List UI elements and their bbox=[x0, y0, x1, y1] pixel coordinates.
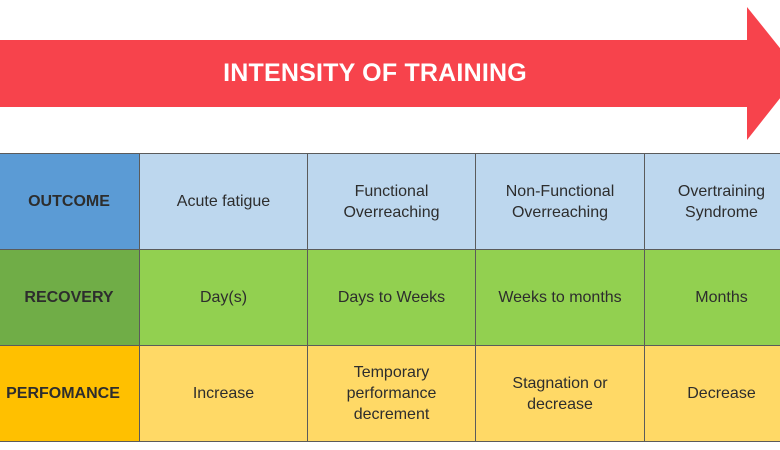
table-row-recovery: RECOVERY Day(s) Days to Weeks Weeks to m… bbox=[0, 249, 780, 346]
cell-text: Temporary performance decrement bbox=[346, 364, 437, 423]
cell-text: Overtraining Syndrome bbox=[677, 182, 766, 221]
intensity-arrow-icon bbox=[0, 7, 780, 140]
table-row-performance: PERFOMANCE Increase Temporary performanc… bbox=[0, 345, 780, 442]
cell-text: Functional Overreaching bbox=[343, 182, 440, 221]
cell-outcome-3: Non-Functional Overreaching bbox=[475, 153, 645, 250]
cell-performance-1: Increase bbox=[139, 345, 308, 442]
arrow-label: INTENSITY OF TRAINING bbox=[223, 59, 527, 87]
cell-text: Stagnation or decrease bbox=[512, 374, 608, 413]
cell-text: Non-Functional Overreaching bbox=[505, 182, 615, 221]
cell-recovery-3: Weeks to months bbox=[475, 249, 645, 346]
cell-recovery-4: Months bbox=[644, 249, 780, 346]
training-table: OUTCOME Acute fatigue Functional Overrea… bbox=[0, 153, 780, 442]
cell-performance-4: Decrease bbox=[644, 345, 780, 442]
cell-outcome-4: Overtraining Syndrome bbox=[644, 153, 780, 250]
cell-outcome-2: Functional Overreaching bbox=[307, 153, 476, 250]
cell-recovery-2: Days to Weeks bbox=[307, 249, 476, 346]
row-header-recovery: RECOVERY bbox=[0, 249, 140, 346]
table-row-outcome: OUTCOME Acute fatigue Functional Overrea… bbox=[0, 153, 780, 250]
row-header-outcome: OUTCOME bbox=[0, 153, 140, 250]
row-header-performance: PERFOMANCE bbox=[0, 345, 140, 442]
cell-performance-2: Temporary performance decrement bbox=[307, 345, 476, 442]
cell-performance-3: Stagnation or decrease bbox=[475, 345, 645, 442]
cell-recovery-1: Day(s) bbox=[139, 249, 308, 346]
cell-outcome-1: Acute fatigue bbox=[139, 153, 308, 250]
